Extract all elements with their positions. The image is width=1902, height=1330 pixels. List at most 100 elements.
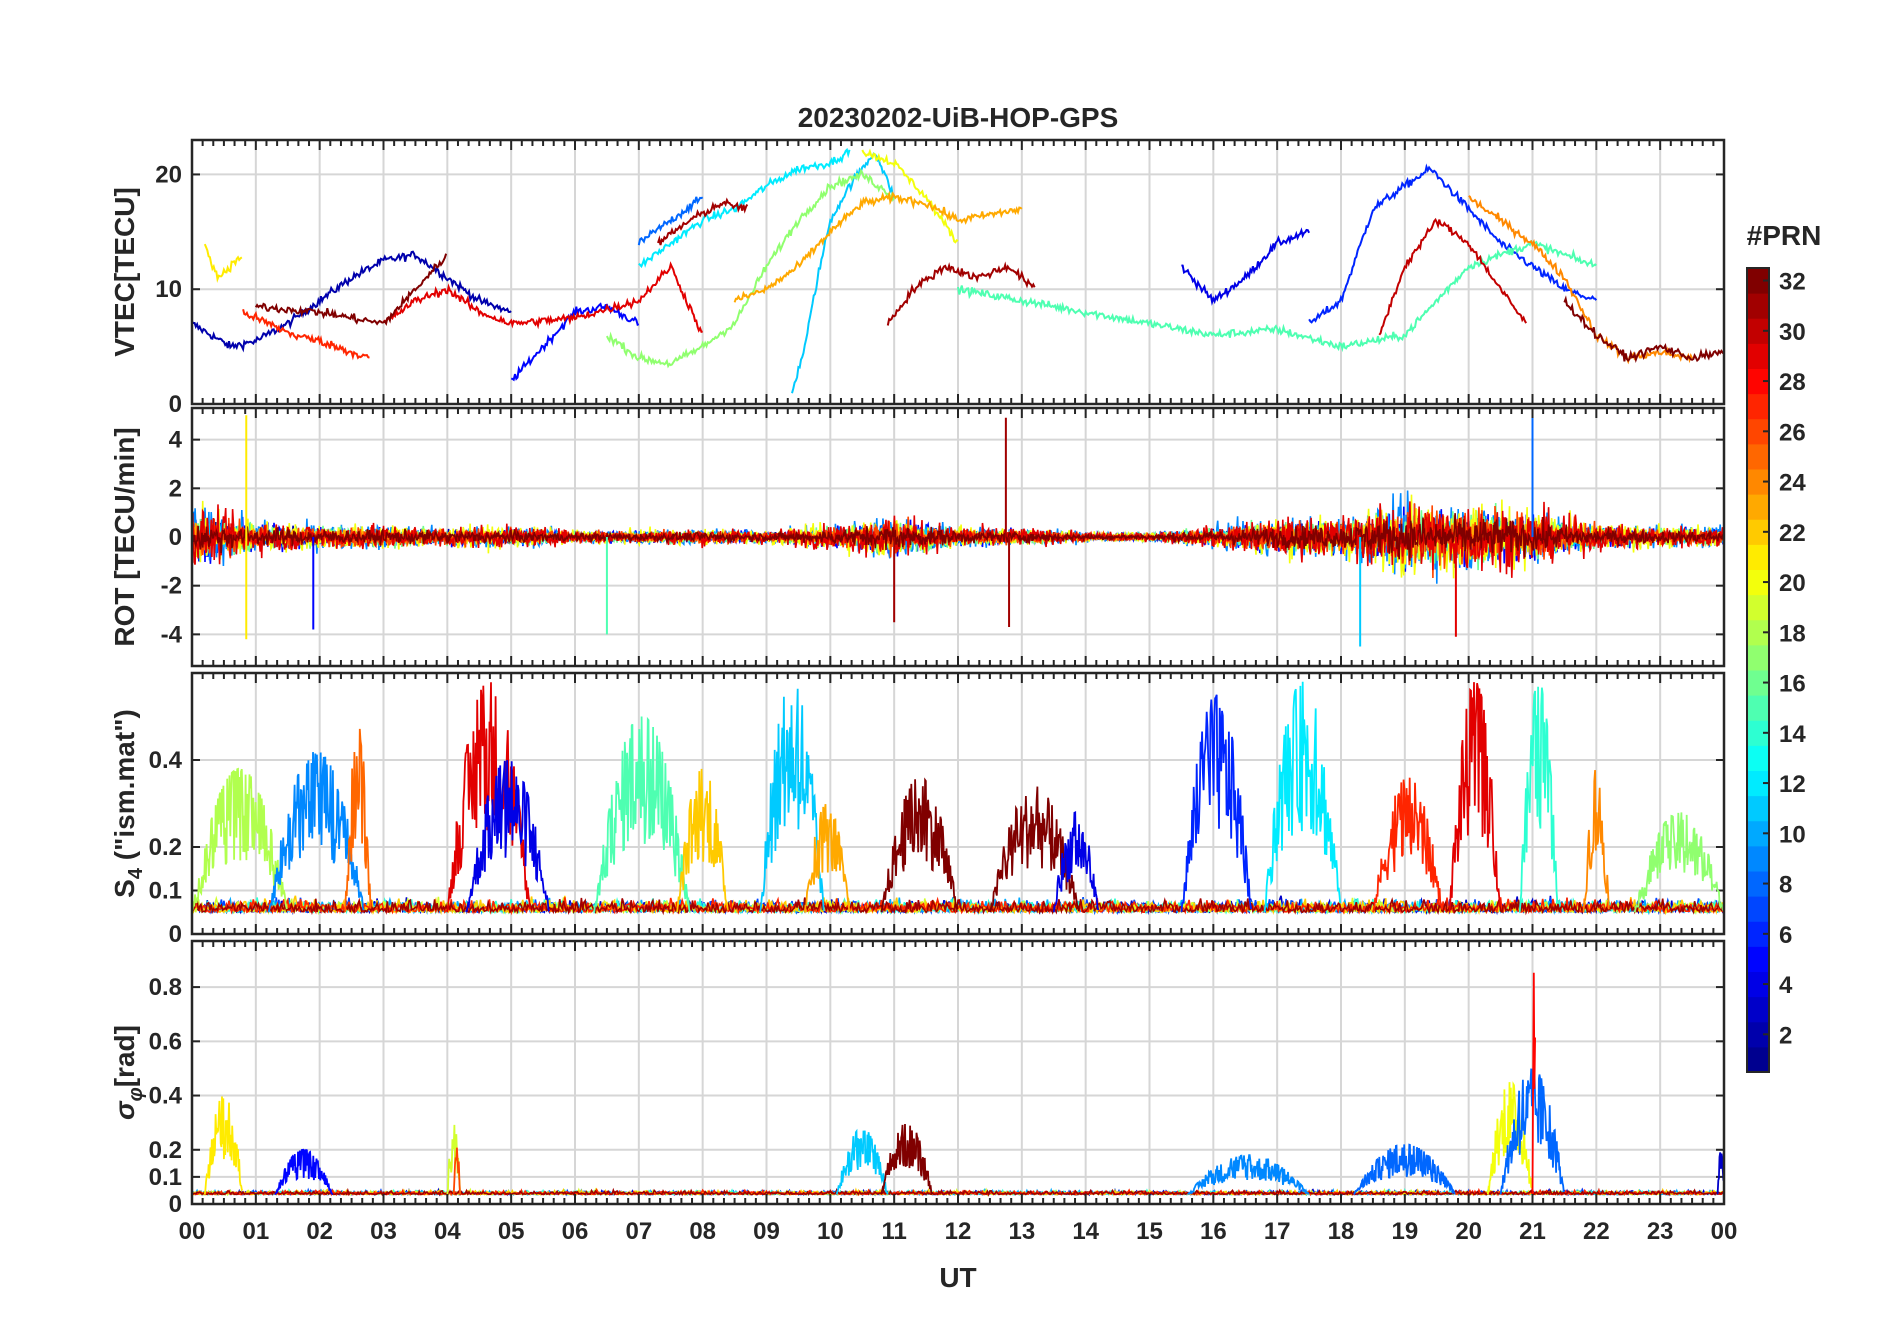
y-tick-label: 0.1: [149, 878, 182, 905]
y-tick-label: 0.4: [149, 1083, 183, 1110]
s4-burst-prn-25: [344, 728, 372, 913]
vtec-series-prn-21: [203, 243, 243, 283]
sigma_phi-burst-prn-21: [203, 1096, 244, 1195]
colorbar-segment: [1747, 569, 1769, 596]
colorbar-segment: [1747, 418, 1769, 445]
colorbar-segment: [1747, 644, 1769, 671]
x-tick-label: 03: [370, 1218, 397, 1245]
x-tick-label: 17: [1264, 1218, 1291, 1245]
y-axis-title-rest: ("ism.mat"): [109, 709, 140, 868]
colorbar-tick-label: 12: [1779, 771, 1806, 798]
s4-burst-prn-27: [1372, 777, 1444, 913]
sigma-phi-panel: 00.10.20.40.60.8σφ[rad]: [109, 939, 1726, 1218]
x-tick-label: 13: [1008, 1218, 1035, 1245]
colorbar-tick-label: 16: [1779, 671, 1806, 698]
x-tick-label: 05: [498, 1218, 525, 1245]
colorbar-segment: [1747, 695, 1769, 721]
colorbar-segment: [1747, 469, 1769, 495]
rot-series-prn-32: [192, 513, 1724, 561]
sigma_phi-burst-prn-3: [1716, 1152, 1724, 1195]
vtec-series-prn-2: [192, 250, 512, 353]
colorbar-tick-label: 30: [1779, 319, 1806, 346]
vtec-series-prn-32: [1563, 295, 1724, 363]
data-layer: [192, 681, 1724, 916]
colorbar-segment: [1747, 268, 1769, 294]
colorbar-tick-label: 18: [1779, 620, 1806, 647]
colorbar-segment: [1747, 770, 1769, 797]
colorbar-tick-label: 4: [1779, 972, 1793, 999]
x-axis-title: UT: [939, 1262, 976, 1293]
colorbar-tick-label: 20: [1779, 570, 1806, 597]
colorbar-segment: [1747, 443, 1769, 470]
x-tick-label: 08: [689, 1218, 716, 1245]
vtec-series-prn-4: [1181, 227, 1310, 306]
y-axis-title-main: σ: [109, 1100, 140, 1120]
colorbar-tick-label: 6: [1779, 922, 1792, 949]
x-tick-label: 01: [242, 1218, 269, 1245]
x-tick-label: 06: [562, 1218, 589, 1245]
y-tick-label: 10: [155, 276, 182, 303]
y-tick-label: 0: [169, 524, 182, 551]
y-tick-label: 4: [169, 427, 183, 454]
x-tick-label: 14: [1072, 1218, 1099, 1245]
colorbar-segment: [1747, 720, 1769, 746]
colorbar-tick-label: 8: [1779, 872, 1792, 899]
rot-panel: -4 -2 0 2 4 ROT [TECU/min]: [109, 406, 1726, 668]
colorbar-segment: [1747, 896, 1769, 922]
sigma_phi-burst-prn-11: [835, 1128, 889, 1195]
colorbar-frame: [1746, 267, 1770, 1073]
colorbar-segment: [1747, 519, 1769, 545]
x-tick-label: 04: [434, 1218, 461, 1245]
colorbar-tick-label: 2: [1779, 1022, 1792, 1049]
x-tick-label: 15: [1136, 1218, 1163, 1245]
vtec-series-prn-27: [242, 309, 370, 361]
x-tick-label: 22: [1583, 1218, 1610, 1245]
colorbar-segment: [1747, 318, 1769, 344]
y-tick-label: 0.2: [149, 1137, 182, 1164]
x-tick-label: 11: [881, 1218, 906, 1245]
y-axis-title: VTEC[TECU]: [109, 187, 140, 357]
colorbar-segment: [1747, 1021, 1769, 1048]
y-axis-title-sub: 4: [125, 867, 147, 879]
colorbar-segment: [1747, 820, 1769, 847]
sigma_phi-burst-prn-32: [880, 1123, 934, 1195]
s4-burst-prn-22: [676, 768, 729, 913]
y-axis-title: σφ[rad]: [109, 1025, 147, 1120]
sigma_phi-burst-prn-26: [452, 1147, 461, 1195]
vtec-series-prn-23: [733, 190, 1023, 303]
vtec-series-prn-6: [1308, 163, 1598, 324]
s4-burst-prn-12: [1263, 681, 1342, 913]
data-layer: [192, 147, 1724, 394]
vtec-series-prn-5: [511, 302, 640, 382]
colorbar-segment: [1747, 871, 1769, 897]
colorbar-tick-label: 28: [1779, 369, 1806, 396]
vtec-series-prn-30: [1378, 217, 1527, 336]
colorbar-segment: [1747, 393, 1769, 420]
s4-burst-prn-17: [1633, 812, 1724, 913]
sigma_phi-burst-prn-8: [1353, 1143, 1456, 1195]
x-tick-label: 10: [817, 1218, 844, 1245]
y-tick-label: 0.2: [149, 834, 182, 861]
x-tick-label: 20: [1455, 1218, 1482, 1245]
vtec-panel: 0 10 20 VTEC[TECU]: [109, 138, 1726, 418]
colorbar-segment: [1747, 1046, 1769, 1073]
s4-burst-prn-14: [1518, 686, 1559, 913]
colorbar-segment: [1747, 619, 1769, 646]
x-tick-label: 18: [1328, 1218, 1355, 1245]
colorbar-tick-label: 14: [1779, 721, 1806, 748]
s4-burst-prn-32: [880, 777, 959, 913]
x-tick-label: 09: [753, 1218, 780, 1245]
colorbar-segment: [1747, 971, 1769, 998]
vtec-series-prn-8: [637, 196, 704, 246]
data-layer: [192, 972, 1724, 1197]
vtec-series-prn-15: [957, 239, 1597, 353]
x-tick-label: 19: [1391, 1218, 1418, 1245]
y-tick-label: 0.4: [149, 747, 183, 774]
y-tick-label: 2: [169, 475, 182, 502]
x-tick-label: 16: [1200, 1218, 1227, 1245]
s4-burst-prn-4: [465, 760, 551, 913]
colorbar-segment: [1747, 494, 1769, 520]
colorbar-segment: [1747, 795, 1769, 822]
s4-burst-prn-9: [267, 752, 365, 913]
